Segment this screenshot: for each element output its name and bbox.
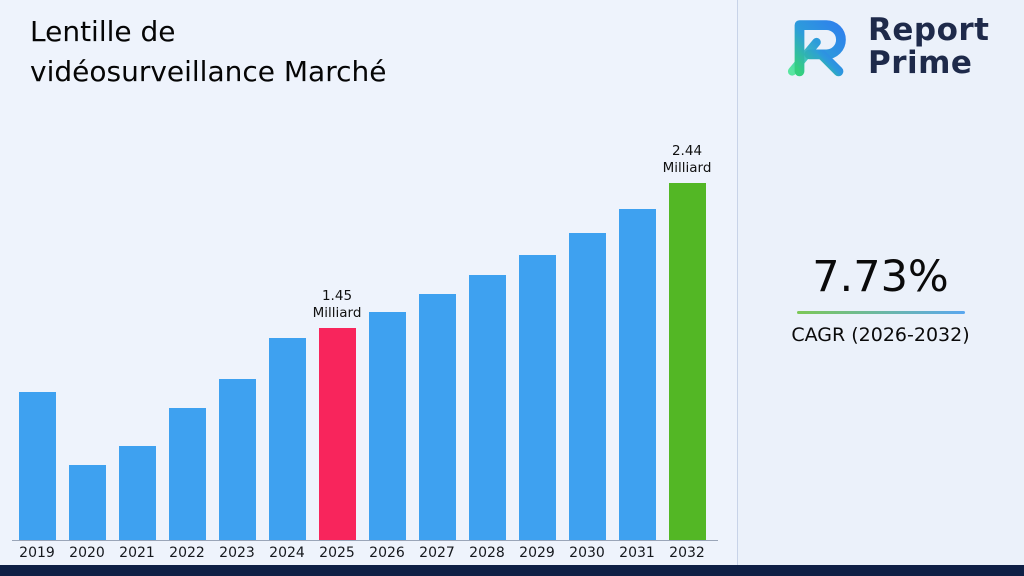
bar-2029 [518, 255, 556, 540]
bar-group-2029 [512, 255, 562, 540]
bar-group-2030 [562, 233, 612, 540]
bar-2021 [118, 446, 156, 540]
logo-text-line2: Prime [868, 45, 973, 81]
bar-group-2027 [412, 294, 462, 540]
bar-2026 [368, 312, 406, 540]
cagr-stat: 7.73% CAGR (2026-2032) [737, 252, 1024, 346]
bar-2025 [318, 328, 356, 540]
bar-group-2028 [462, 275, 512, 540]
bar-2024 [268, 338, 306, 540]
bar-2031 [618, 209, 656, 540]
x-tick-2030: 2030 [569, 545, 605, 561]
x-tick-2029: 2029 [519, 545, 555, 561]
x-tick-2022: 2022 [169, 545, 205, 561]
bar-group-2021 [112, 446, 162, 540]
report-prime-logo-icon [787, 20, 846, 77]
bar-2020 [68, 465, 106, 540]
x-tick-2025: 2025 [319, 545, 355, 561]
bar-2027 [418, 294, 456, 540]
bar-group-2023 [212, 379, 262, 540]
bar-2028 [468, 275, 506, 540]
bar-group-2031 [612, 209, 662, 540]
right-panel [737, 0, 1024, 576]
bar-group-2022 [162, 408, 212, 540]
bar-2030 [568, 233, 606, 540]
bar-group-2032: 2.44 Milliard [662, 143, 712, 540]
x-axis-labels: 2019 2020 2021 2022 2023 2024 2025 2026 2027 2028… [12, 541, 718, 561]
report-prime-logo: Report Prime [780, 8, 990, 86]
bar-group-2020 [62, 465, 112, 540]
x-tick-2028: 2028 [469, 545, 505, 561]
bar-2019 [18, 392, 56, 540]
x-tick-2023: 2023 [219, 545, 255, 561]
x-tick-2026: 2026 [369, 545, 405, 561]
bar-2023 [218, 379, 256, 540]
bar-group-2019 [12, 392, 62, 540]
bar-value-label-2025: 1.45 Milliard [312, 287, 362, 322]
logo-text-line1: Report [868, 11, 990, 48]
x-tick-2019: 2019 [19, 545, 55, 561]
x-tick-2027: 2027 [419, 545, 455, 561]
footer-strip [0, 565, 1024, 576]
cagr-value: 7.73% [812, 252, 949, 302]
x-tick-2021: 2021 [119, 545, 155, 561]
x-tick-2024: 2024 [269, 545, 305, 561]
report-prime-logo-text: Report Prime [868, 11, 990, 81]
cagr-underline [796, 311, 965, 314]
cagr-label: CAGR (2026-2032) [791, 324, 970, 346]
x-tick-2020: 2020 [69, 545, 105, 561]
page-title: Lentille de vidéosurveillance Marché [30, 15, 387, 88]
bar-group-2024 [262, 338, 312, 540]
bar-2022 [168, 408, 206, 540]
x-axis-line [12, 540, 718, 541]
x-tick-2031: 2031 [619, 545, 655, 561]
bar-2032 [668, 183, 706, 540]
bar-group-2026 [362, 312, 412, 540]
x-tick-2032: 2032 [669, 545, 705, 561]
bars-area: 1.45 Milliard 2.44 Milliard [12, 143, 718, 540]
bar-chart: 1.45 Milliard 2.44 Milliard 2019 2020 2021 202… [12, 143, 718, 561]
bar-group-2025: 1.45 Milliard [312, 288, 362, 540]
bar-value-label-2032: 2.44 Milliard [662, 142, 712, 177]
